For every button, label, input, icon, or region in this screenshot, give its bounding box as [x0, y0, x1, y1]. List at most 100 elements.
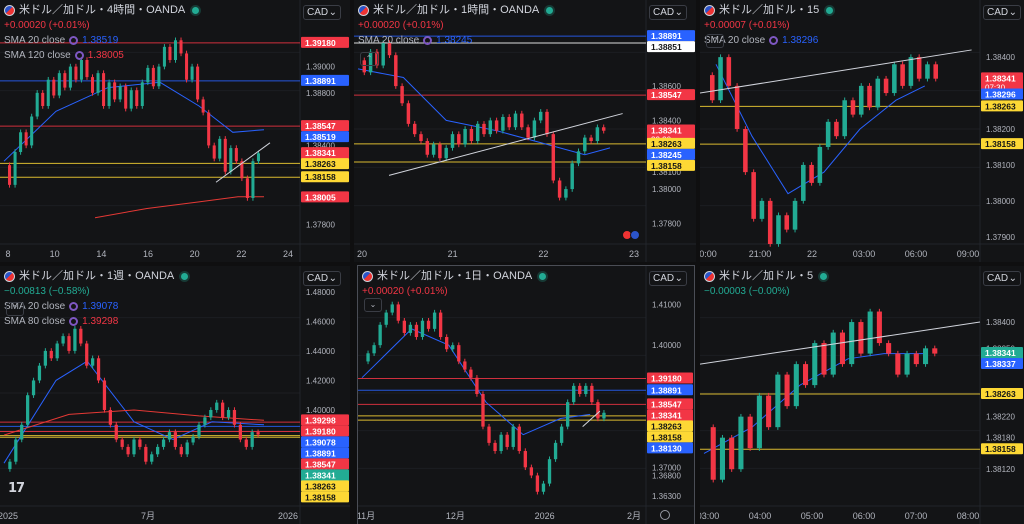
candle-body — [107, 82, 111, 106]
candle-body — [43, 350, 47, 366]
candle-body — [244, 439, 248, 447]
candle-body — [710, 75, 715, 101]
currency-unit-button[interactable]: CAD ⌄ — [303, 5, 341, 20]
indicator-settings-icon[interactable] — [69, 317, 79, 326]
price-tag-label: 1.38263 — [651, 421, 682, 431]
chart-pane-p1h[interactable]: 1.38600 1.38400 1.38100 1.38000 1.37800 20 21 2… — [354, 0, 696, 262]
indicator-legend-row[interactable]: SMA 20 close 1.38296 — [704, 33, 833, 48]
currency-unit-button[interactable]: CAD ⌄ — [649, 5, 687, 20]
candle-body — [867, 85, 872, 108]
price-tick-label: 1.38400 — [986, 318, 1015, 327]
candle-body — [8, 165, 12, 185]
time-axis-label: 14 — [96, 249, 106, 259]
symbol-title[interactable]: 米ドル／加ドル・1時間・OANDA — [373, 4, 540, 16]
candle-body — [553, 442, 558, 460]
candle-body — [445, 337, 449, 350]
candle-body — [124, 86, 128, 109]
chart-header: 米ドル／加ドル・15 +0.00007 (+0.01%) SMA 20 close 1… — [704, 3, 834, 48]
chart-pane-p4h[interactable]: 1.39000 1.38800 1.38400 1.37800 8 10 14 16 20 22 2… — [0, 0, 350, 262]
candle-body — [55, 343, 59, 359]
indicator-legend-row[interactable]: SMA 80 close 1.39298 — [4, 314, 188, 329]
symbol-title-row[interactable]: 米ドル／加ドル・1週・OANDA — [4, 269, 189, 284]
currency-unit-button[interactable]: CAD ⌄ — [983, 271, 1021, 286]
symbol-title[interactable]: 米ドル／加ドル・1週・OANDA — [19, 270, 175, 282]
sma-line — [3, 360, 265, 464]
candle-body — [13, 152, 17, 185]
currency-unit-button[interactable]: CAD ⌄ — [983, 5, 1021, 20]
candle-body — [767, 200, 773, 244]
indicator-settings-icon[interactable] — [74, 51, 84, 60]
market-open-dot-icon — [546, 7, 554, 14]
chart-settings-icon[interactable] — [660, 510, 670, 520]
candle-body — [150, 454, 154, 462]
candle-body — [203, 417, 207, 425]
candle-body — [114, 424, 118, 440]
indicator-settings-icon[interactable] — [69, 36, 79, 45]
candle-body — [892, 64, 897, 94]
collapse-legend-button[interactable]: ⌄ — [364, 298, 382, 312]
symbol-title-row[interactable]: 米ドル／加ドル・5 — [704, 269, 828, 284]
collapse-legend-button[interactable]: ⌃ — [360, 52, 378, 66]
time-axis-label: 10 — [50, 249, 60, 259]
price-tag-label: 1.38263 — [305, 159, 336, 169]
candle-body — [375, 51, 379, 66]
candle-body — [179, 40, 183, 54]
indicator-settings-icon[interactable] — [69, 302, 79, 311]
symbol-title-row[interactable]: 米ドル／加ドル・4時間・OANDA — [4, 3, 200, 18]
candle-body — [26, 395, 30, 425]
price-tick-label: 1.40000 — [652, 341, 681, 350]
candle-body — [366, 353, 370, 362]
indicator-legend-row[interactable]: SMA 20 close 1.39078 — [4, 299, 188, 314]
currency-unit-button[interactable]: CAD ⌄ — [303, 271, 341, 286]
candle-body — [144, 446, 148, 462]
indicator-settings-icon[interactable] — [769, 36, 779, 45]
candle-body — [457, 345, 461, 362]
symbol-title-row[interactable]: 米ドル／加ドル・1時間・OANDA — [358, 3, 554, 18]
chart-pane-p1w[interactable]: 1.480001.460001.440001.420001.400001.360… — [0, 266, 350, 524]
candle-body — [867, 311, 873, 354]
chart-canvas-p15[interactable]: 1.38400 1.38200 1.38100 1.38000 1.37900 0:00 2… — [700, 0, 1024, 262]
candle-body — [73, 328, 77, 351]
price-tag-label: 1.38891 — [651, 385, 682, 395]
collapse-legend-button[interactable]: ⌃ — [6, 302, 24, 316]
price-tag: 1.38891 — [301, 447, 349, 459]
chart-canvas-p4h[interactable]: 1.39000 1.38800 1.38400 1.37800 8 10 14 16 20 22 2… — [0, 0, 350, 262]
symbol-title[interactable]: 米ドル／加ドル・5 — [719, 270, 814, 282]
indicator-legend-row[interactable]: SMA 20 close 1.38519 — [4, 33, 199, 48]
indicator-settings-icon[interactable] — [423, 36, 433, 45]
candle-body — [68, 66, 72, 88]
trendline[interactable] — [215, 142, 271, 183]
symbol-title[interactable]: 米ドル／加ドル・1日・OANDA — [377, 270, 533, 282]
chart-canvas-p5[interactable]: 1.384001.383501.382201.381801.3812003:00… — [700, 266, 1024, 524]
symbol-title[interactable]: 米ドル／加ドル・4時間・OANDA — [19, 4, 186, 16]
collapse-legend-button[interactable]: ⌃ — [706, 34, 724, 48]
chart-canvas-p1h[interactable]: 1.38600 1.38400 1.38100 1.38000 1.37800 20 21 2… — [354, 0, 696, 262]
indicator-label: SMA 20 close — [358, 35, 420, 46]
symbol-title-row[interactable]: 米ドル／加ドル・15 — [704, 3, 834, 18]
price-tag: 1.38547 — [647, 89, 695, 101]
candle-body — [469, 369, 473, 378]
economic-events-flags-icon[interactable] — [622, 230, 642, 240]
candle-body — [223, 138, 227, 172]
trendline[interactable] — [700, 321, 981, 365]
trendline[interactable] — [700, 49, 972, 94]
candle-body — [444, 147, 448, 159]
candle-body — [381, 43, 385, 66]
symbol-title-row[interactable]: 米ドル／加ドル・1日・OANDA — [362, 269, 547, 284]
chart-pane-p5[interactable]: 1.384001.383501.382201.381801.3812003:00… — [700, 266, 1024, 524]
chart-pane-p15[interactable]: 1.38400 1.38200 1.38100 1.38000 1.37900 0:00 2… — [700, 0, 1024, 262]
price-tick-label: 1.38600 — [652, 82, 681, 91]
currency-unit-button[interactable]: CAD ⌄ — [649, 271, 687, 286]
chart-canvas-p1w[interactable]: 1.480001.460001.440001.420001.400001.360… — [0, 266, 350, 524]
time-axis-label: 21:00 — [749, 249, 772, 259]
candle-body — [526, 127, 530, 138]
symbol-title[interactable]: 米ドル／加ドル・15 — [719, 4, 820, 16]
price-tag: 1.38263 — [647, 137, 695, 149]
indicator-legend-row[interactable]: SMA 20 close 1.38245 — [358, 33, 553, 48]
trendline[interactable] — [582, 410, 601, 427]
indicator-legend-row[interactable]: SMA 120 close 1.38005 — [4, 48, 199, 63]
trendline[interactable] — [388, 113, 623, 176]
candle-body — [596, 402, 600, 419]
chart-pane-p1d[interactable]: 1.41000 1.40000 1.37000 1.36800 1.36300 11月 12… — [357, 265, 695, 524]
